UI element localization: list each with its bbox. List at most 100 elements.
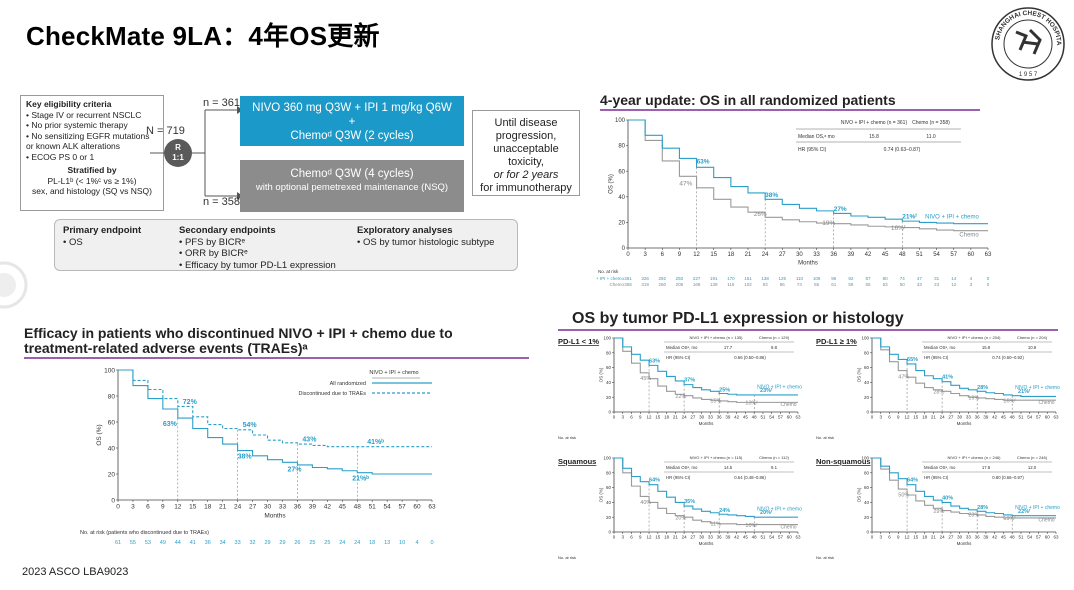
table-col1: NIVO + IPI + chemo (n = 361): [841, 120, 908, 126]
series-label-chemo: Chemo: [959, 232, 979, 238]
risk-value: 24: [339, 540, 345, 546]
eligibility-item: No prior systemic therapy: [26, 120, 158, 131]
x-axis-label: Months: [798, 260, 818, 266]
x-tick-label: 9: [897, 415, 900, 420]
risk-value: 25: [324, 540, 330, 546]
nivo-curve: [872, 457, 1056, 517]
risk-value: 41: [190, 540, 196, 546]
survival-annotation: 54%: [243, 422, 258, 429]
survival-annotation: 41%: [942, 375, 953, 381]
x-tick-label: 30: [796, 252, 803, 258]
eligibility-box: Key eligibility criteria Stage IV or rec…: [20, 95, 164, 211]
table-col1: NIVO + IPI + chemo (n = 115): [690, 455, 743, 460]
y-tick-label: 100: [861, 456, 869, 461]
survival-annotation: 63%: [697, 159, 710, 166]
panel-label: Squamous: [558, 457, 596, 466]
series-label-chemo: Chemo: [1038, 518, 1054, 524]
risk-value: 0: [430, 540, 433, 546]
x-tick-label: 15: [189, 504, 197, 511]
survival-annotation: 19%: [822, 220, 835, 227]
x-tick-label: 12: [174, 504, 182, 511]
y-tick-label: 40: [606, 500, 612, 505]
series-label-nivo: NIVO + IPI + chemo: [757, 384, 802, 390]
table-hr-label: HR (95% CI): [924, 355, 949, 360]
x-tick-label: 42: [324, 504, 332, 511]
survival-annotation: 65%: [907, 357, 918, 363]
x-tick-label: 63: [795, 535, 801, 540]
x-tick-label: 60: [968, 252, 975, 258]
survival-annotation: 20%: [675, 515, 686, 521]
risk-value-nivo: 4: [970, 276, 973, 281]
panel-label: PD-L1 ≥ 1%: [816, 337, 857, 346]
y-tick-label: 20: [864, 395, 870, 400]
x-tick-label: 18: [664, 535, 670, 540]
x-tick-label: 42: [734, 535, 740, 540]
survival-annotation: 16%ᶠ: [1003, 397, 1016, 404]
x-tick-label: 45: [882, 252, 889, 258]
x-tick-label: 33: [708, 415, 714, 420]
randomization-r: R: [175, 143, 181, 152]
os-all-rule: [600, 109, 980, 111]
survival-annotation: 19%: [968, 395, 979, 401]
survival-annotation: 21%ᶠ: [1018, 388, 1031, 395]
risk-value: 18: [369, 540, 375, 546]
x-tick-label: 42: [992, 535, 998, 540]
table-hr-value: 0.74 (0.63–0.87): [884, 147, 921, 153]
risk-label: No. at risk: [816, 555, 834, 560]
x-tick-label: 63: [985, 252, 992, 258]
y-tick-label: 40: [618, 195, 625, 201]
x-tick-label: 12: [693, 252, 700, 258]
y-tick-label: 20: [606, 515, 612, 520]
x-tick-label: 3: [643, 252, 647, 258]
until-line: unacceptable: [493, 143, 559, 155]
x-tick-label: 27: [948, 535, 954, 540]
y-axis-label: OS (%): [96, 424, 103, 445]
y-axis-label: OS (%): [598, 367, 603, 382]
x-tick-label: 21: [673, 535, 679, 540]
eligibility-item: Stage IV or recurrent NSCLC: [26, 110, 158, 121]
arm-chemo: Chemoᵈ Q3W (4 cycles) with optional peme…: [240, 160, 464, 212]
series-label-nivo: NIVO + IPI + chemo: [1015, 505, 1060, 511]
risk-value: 61: [115, 540, 121, 546]
risk-value-chemo: 53: [883, 282, 889, 287]
pdl1-title: OS by tumor PD-L1 expression or histolog…: [572, 310, 904, 327]
y-tick-label: 0: [866, 410, 869, 415]
survival-annotation: 43%: [302, 437, 317, 444]
trae-title: Efficacy in patients who discontinued NI…: [24, 325, 453, 356]
survival-annotation: 38%: [765, 192, 778, 199]
y-tick-label: 20: [864, 515, 870, 520]
x-tick-label: 18: [922, 415, 928, 420]
nivo-curve: [614, 457, 798, 518]
survival-annotation: 21%ᵇ: [352, 476, 369, 483]
y-tick-label: 40: [864, 500, 870, 505]
x-tick-label: 45: [1001, 415, 1007, 420]
y-tick-label: 0: [111, 497, 115, 504]
table-median-chemo: 12.0: [1028, 465, 1037, 470]
y-tick-label: 0: [866, 530, 869, 535]
x-tick-label: 60: [787, 535, 793, 540]
x-tick-label: 48: [354, 504, 362, 511]
exploratory-item: • OS by tumor histologic subtype: [357, 236, 495, 248]
x-tick-label: 9: [639, 415, 642, 420]
survival-annotation: 22%ᶠ: [1018, 508, 1031, 515]
x-tick-label: 51: [369, 504, 377, 511]
y-tick-label: 60: [606, 485, 612, 490]
eligibility-list: Stage IV or recurrent NSCLCNo prior syst…: [26, 110, 158, 163]
secondary-endpoint-header: Secondary endpoints: [179, 225, 276, 236]
risk-value: 33: [235, 540, 241, 546]
table-median-nivo: 17.8: [982, 465, 991, 470]
arm2-line2: with optional pemetrexed maintenance (NS…: [255, 182, 449, 193]
risk-value: 29: [264, 540, 270, 546]
y-tick-label: 100: [104, 367, 115, 374]
endpoints-panel: Primary endpoint • OS Secondary endpoint…: [54, 219, 518, 271]
table-median-label: Median OSᵃ, mo: [924, 465, 956, 470]
table-hr-label: HR (95% CI): [666, 355, 691, 360]
risk-value-nivo: 138: [761, 276, 769, 281]
x-tick-label: 9: [897, 535, 900, 540]
x-tick-label: 3: [880, 535, 883, 540]
y-tick-label: 60: [864, 365, 870, 370]
x-tick-label: 39: [309, 504, 317, 511]
risk-value-chemo: 3: [970, 282, 973, 287]
arm2-line1: Chemoᵈ Q3W (4 cycles): [290, 168, 414, 180]
